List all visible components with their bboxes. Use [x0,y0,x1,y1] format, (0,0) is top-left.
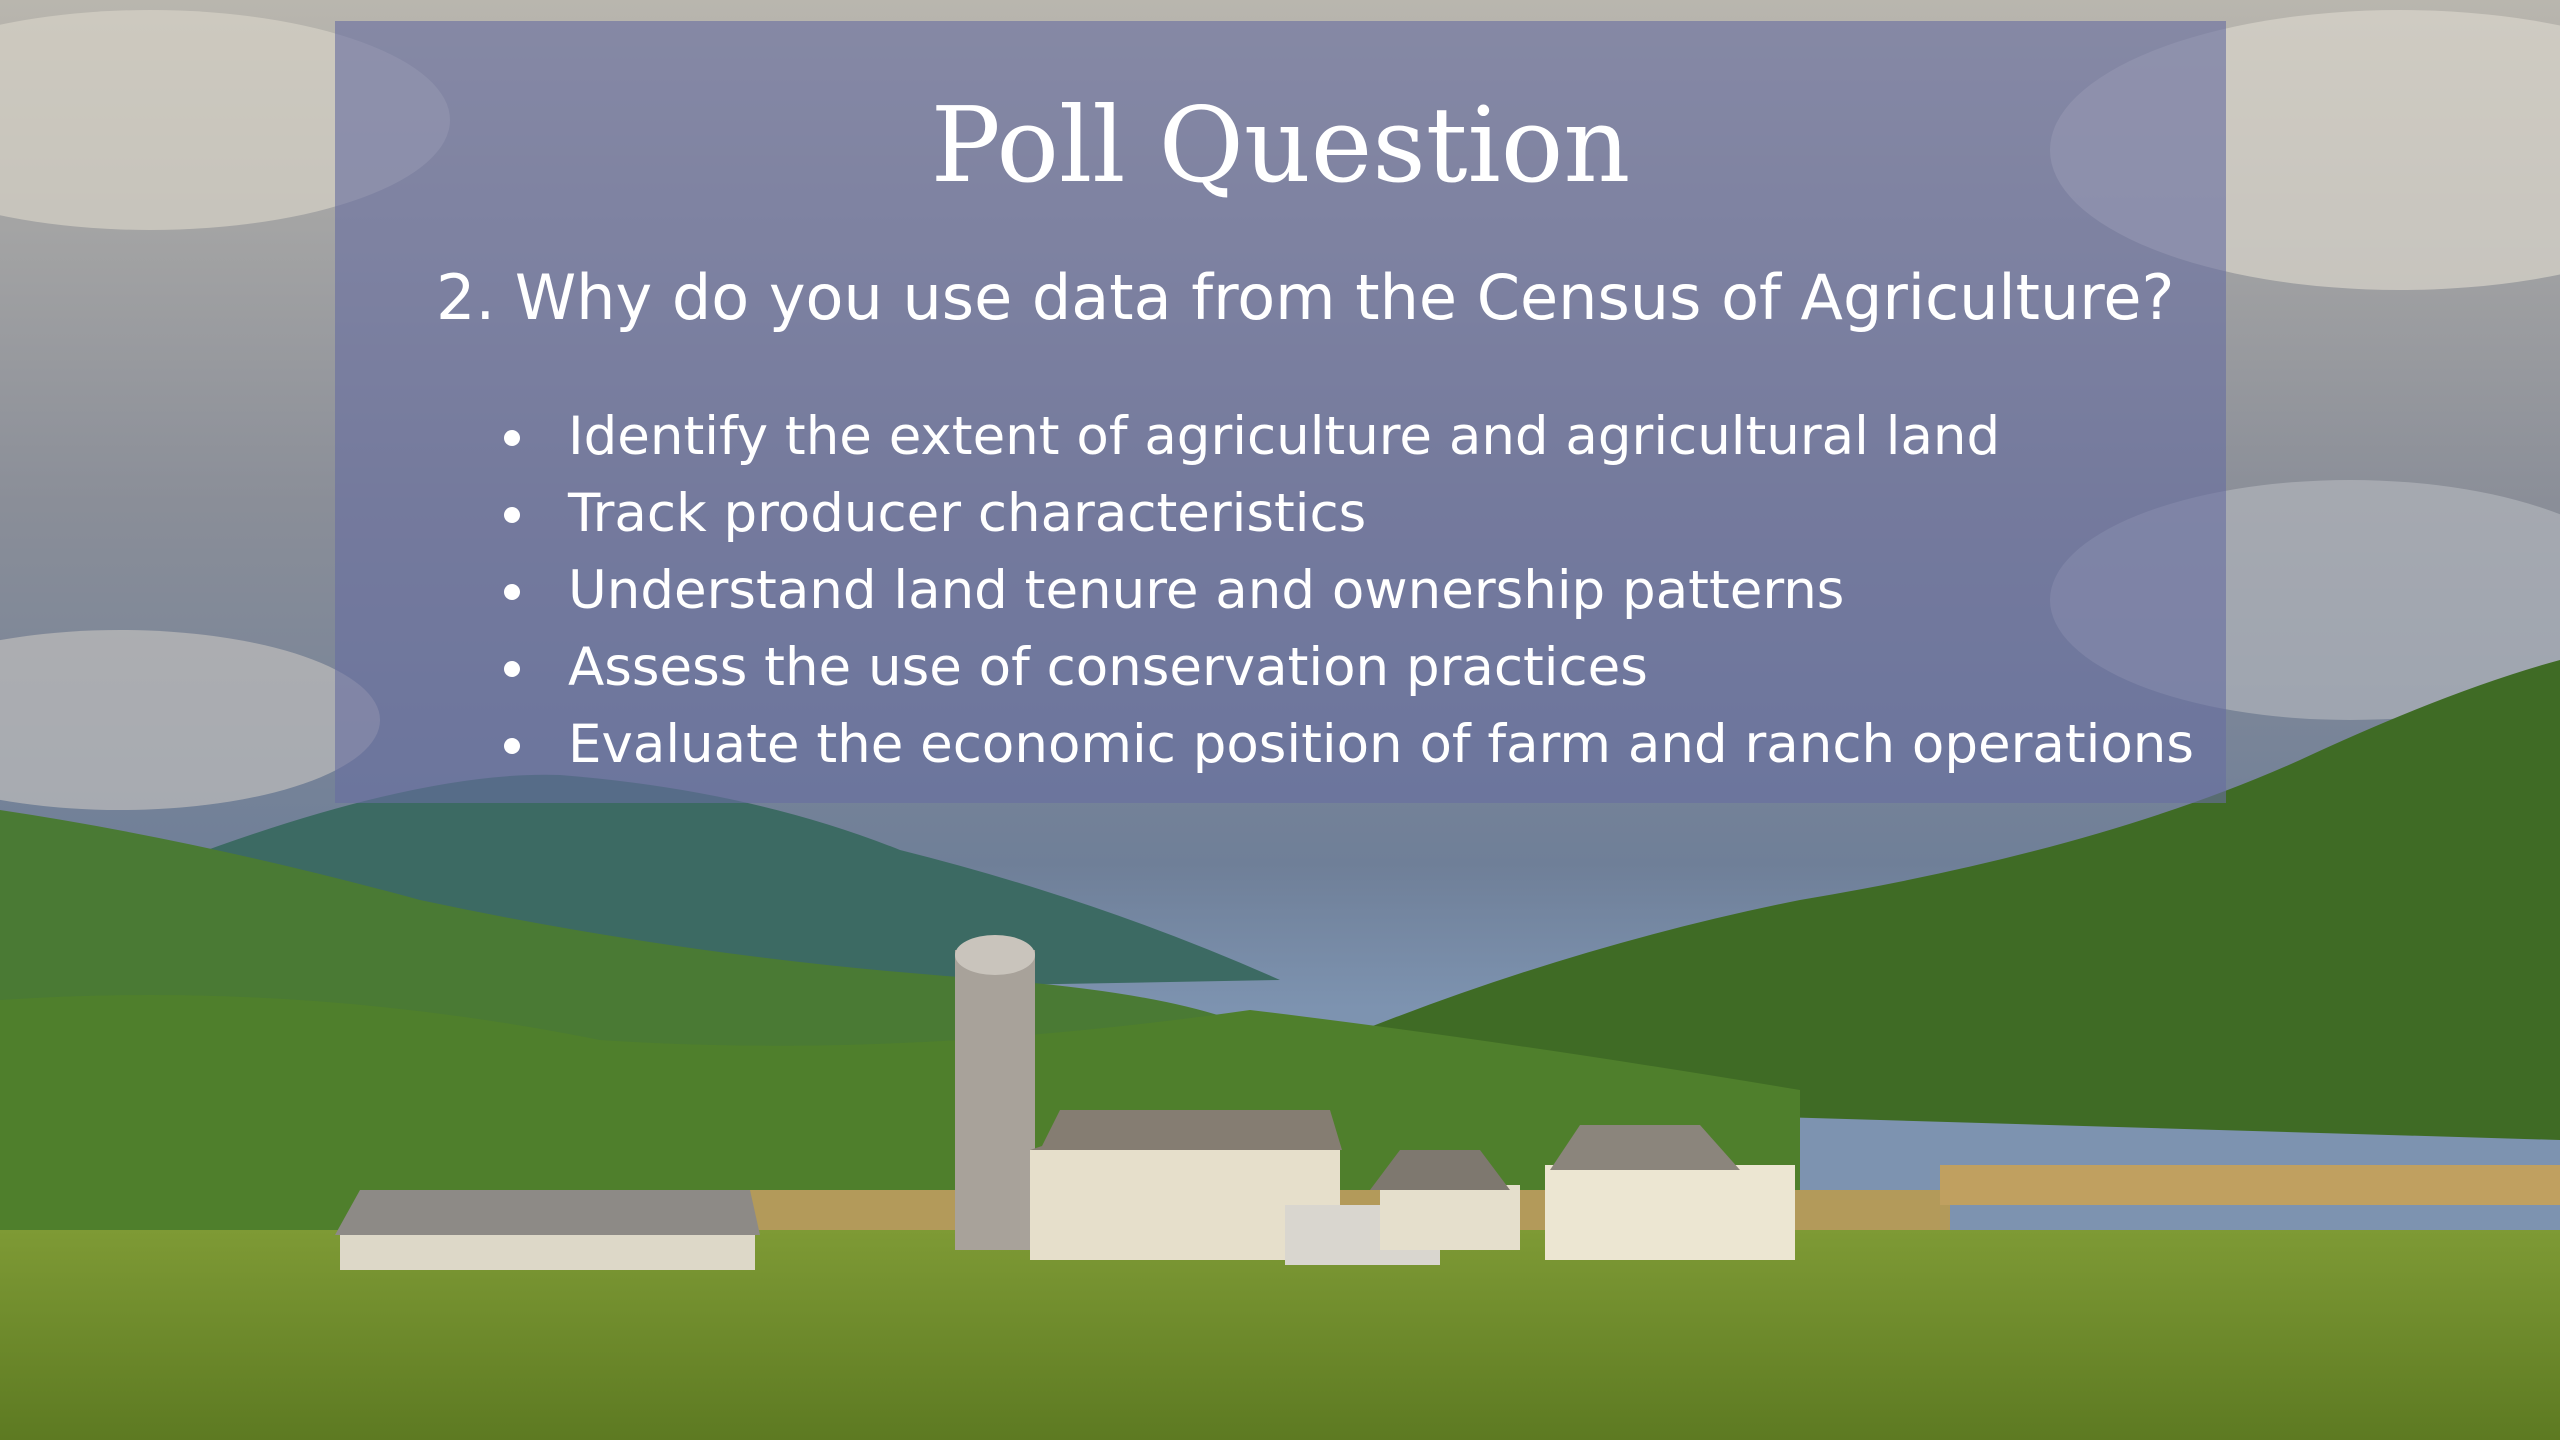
answer-text: Assess the use of conservation practices [568,637,1648,698]
answer-text: Evaluate the economic position of farm a… [568,714,2194,775]
bullet [503,737,521,755]
bullet [503,583,521,601]
bullet [503,506,521,524]
answer-list: Identify the extent of agriculture and a… [335,401,2194,786]
answer-option: Track producer characteristics [335,478,2194,555]
bullet [503,429,521,447]
slide-title: Poll Question [335,93,2226,197]
answer-option: Identify the extent of agriculture and a… [335,401,2194,478]
answer-option: Understand land tenure and ownership pat… [335,555,2194,632]
answer-text: Understand land tenure and ownership pat… [568,560,1844,621]
answer-text: Identify the extent of agriculture and a… [568,406,2000,467]
answer-option: Evaluate the economic position of farm a… [335,709,2194,786]
poll-question: 2. Why do you use data from the Census o… [436,267,2174,329]
bullet [503,660,521,678]
slide: {"slide": {"title": "Poll Question", "qu… [0,0,2560,1440]
text-panel: Poll Question 2. Why do you use data fro… [335,21,2226,803]
answer-text: Track producer characteristics [568,483,1366,544]
answer-option: Assess the use of conservation practices [335,632,2194,709]
